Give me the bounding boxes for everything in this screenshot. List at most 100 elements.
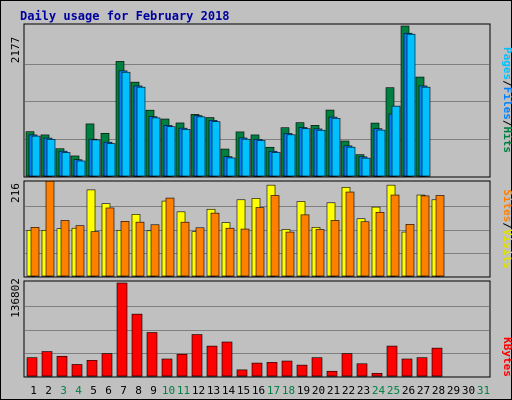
bar-sites-day-15	[240, 228, 250, 277]
bar-sites-day-14	[225, 227, 235, 277]
bar-kbytes-day-21	[326, 370, 338, 377]
x-label-day-28: 28	[432, 384, 445, 397]
bar-sites-day-10	[165, 197, 175, 277]
x-label-day-5: 5	[90, 384, 97, 397]
x-label-day-4: 4	[75, 384, 82, 397]
bar-sites-day-24	[375, 211, 385, 277]
bar-pages-day-4	[76, 160, 86, 177]
x-label-day-25: 25	[387, 384, 400, 397]
bar-pages-day-24	[376, 129, 386, 177]
x-label-day-21: 21	[327, 384, 340, 397]
bar-kbytes-day-25	[386, 345, 398, 377]
chart-title: Daily usage for February 2018	[20, 9, 230, 23]
hits-ymax-label: 2177	[9, 37, 22, 64]
bar-sites-day-17	[270, 195, 280, 277]
legend-hits: Hits	[501, 127, 512, 154]
bar-kbytes-day-6	[101, 353, 113, 377]
x-label-day-27: 27	[417, 384, 430, 397]
bar-pages-day-10	[166, 126, 176, 177]
x-label-day-24: 24	[372, 384, 386, 397]
bar-pages-day-6	[106, 143, 116, 177]
bar-sites-day-27	[420, 195, 430, 277]
x-label-day-8: 8	[135, 384, 142, 397]
legend-kbytes: KBytes	[501, 337, 512, 377]
x-label-day-22: 22	[342, 384, 355, 397]
bar-kbytes-day-14	[221, 341, 233, 377]
bar-kbytes-day-23	[356, 363, 368, 377]
bar-kbytes-day-4	[71, 364, 83, 377]
bar-sites-day-9	[150, 224, 160, 277]
legend-files: Files	[501, 87, 512, 120]
bar-sites-day-12	[195, 227, 205, 277]
x-label-day-13: 13	[207, 384, 220, 397]
x-axis-labels: 1 2 3 4 5 6 7 8 9 10 11 12 13 14 15 16 17 18 19 20 21 22 23 24 2…	[30, 384, 490, 397]
bar-sites-day-18	[285, 231, 295, 277]
bar-kbytes-day-5	[86, 360, 98, 377]
bar-pages-day-22	[346, 146, 356, 177]
bar-kbytes-day-24	[371, 372, 383, 377]
x-label-day-17: 17	[267, 384, 280, 397]
bar-pages-day-15	[241, 138, 251, 177]
x-label-day-14: 14	[222, 384, 236, 397]
bar-kbytes-day-18	[281, 360, 293, 377]
x-label-day-6: 6	[105, 384, 112, 397]
bar-kbytes-day-16	[251, 362, 263, 377]
bar-pages-day-20	[316, 129, 326, 177]
bar-sites-day-5	[90, 231, 100, 277]
legend-pages: Pages	[501, 47, 512, 80]
bar-sites-day-13	[210, 212, 220, 277]
bar-pages-day-1	[31, 135, 41, 177]
x-label-day-12: 12	[192, 384, 205, 397]
bar-kbytes-day-20	[311, 357, 323, 377]
x-label-day-19: 19	[297, 384, 310, 397]
x-label-day-2: 2	[45, 384, 52, 397]
bar-sites-day-2	[45, 180, 55, 277]
bars	[25, 25, 445, 377]
x-label-day-26: 26	[402, 384, 415, 397]
bar-pages-day-2	[46, 139, 56, 177]
legend-sites: Sites	[501, 189, 512, 222]
bar-kbytes-day-3	[56, 355, 68, 377]
bar-sites-day-28	[435, 195, 445, 277]
bar-pages-day-13	[211, 121, 221, 177]
bar-kbytes-day-27	[416, 357, 428, 377]
bar-sites-day-11	[180, 221, 190, 277]
bar-sites-day-4	[75, 225, 85, 277]
bar-sites-day-8	[135, 221, 145, 277]
bar-kbytes-day-10	[161, 358, 173, 377]
bar-pages-day-9	[151, 117, 161, 177]
bar-sites-day-25	[390, 194, 400, 277]
x-label-day-29: 29	[447, 384, 460, 397]
bar-pages-day-27	[421, 86, 431, 177]
x-label-day-31: 31	[477, 384, 490, 397]
bar-kbytes-day-1	[26, 357, 38, 377]
bar-kbytes-day-13	[206, 345, 218, 377]
legend-visits: Visits	[501, 229, 512, 269]
x-label-day-15: 15	[237, 384, 250, 397]
bar-sites-day-21	[330, 220, 340, 277]
bar-pages-day-25	[391, 105, 401, 177]
bar-pages-day-12	[196, 116, 206, 177]
x-label-day-16: 16	[252, 384, 265, 397]
bar-kbytes-day-12	[191, 334, 203, 377]
bar-sites-day-6	[105, 207, 115, 277]
bar-sites-day-7	[120, 221, 130, 277]
bar-kbytes-day-28	[431, 347, 443, 377]
x-label-day-3: 3	[60, 384, 67, 397]
bar-pages-day-8	[136, 86, 146, 177]
bar-kbytes-day-7	[116, 282, 128, 377]
x-label-day-18: 18	[282, 384, 295, 397]
x-label-day-9: 9	[150, 384, 157, 397]
hits-legend: Pages/Files/Hits	[501, 47, 512, 153]
bar-kbytes-day-2	[41, 351, 53, 377]
bar-pages-day-23	[361, 157, 371, 177]
bar-sites-day-20	[315, 229, 325, 277]
x-label-day-1: 1	[30, 384, 37, 397]
kbytes-panel	[23, 280, 491, 378]
bar-sites-day-23	[360, 221, 370, 277]
bar-pages-day-5	[91, 139, 101, 177]
bar-kbytes-day-9	[146, 332, 158, 377]
x-label-day-20: 20	[312, 384, 325, 397]
bar-sites-day-16	[255, 207, 265, 277]
